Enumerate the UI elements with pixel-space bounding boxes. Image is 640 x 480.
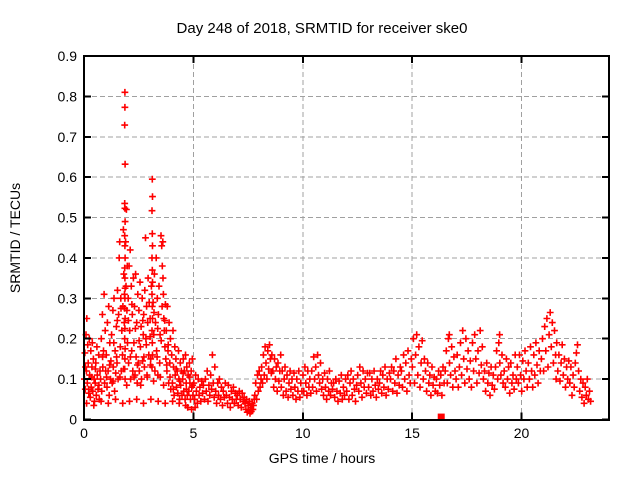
flagged-square-point [437,413,445,421]
x-tick-label: 5 [189,425,197,441]
y-tick-label: 0.8 [58,88,78,104]
y-tick-label: 0.7 [58,129,78,145]
x-tick-label: 10 [295,425,311,441]
tick-labels-layer: 0 5 10 15 20 0 0.1 0.2 0.3 0.4 0.5 0.6 0.7 0.8 0.9 [58,48,530,441]
scatter-points-layer [81,88,594,421]
grid-layer [84,56,609,420]
chart-title: Day 248 of 2018, SRMTID for receiver ske… [177,20,468,37]
plot-border [83,55,610,421]
y-tick-label: 0 [69,412,77,428]
y-tick-label: 0.1 [58,371,78,387]
x-tick-label: 0 [80,425,88,441]
y-tick-label: 0.3 [58,290,78,306]
y-tick-label: 0.5 [58,210,78,226]
scatter-points-srmtid [81,88,594,417]
y-tick-label: 0.4 [58,250,78,266]
y-tick-label: 0.9 [58,48,78,64]
y-tick-label: 0.6 [58,169,78,185]
x-axis-label: GPS time / hours [269,450,376,466]
y-tick-label: 0.2 [58,331,78,347]
x-tick-label: 20 [514,425,530,441]
x-tick-label: 15 [404,425,420,441]
axis-frame-layer [83,55,610,421]
y-axis-label: SRMTID / TECUs [7,183,23,293]
